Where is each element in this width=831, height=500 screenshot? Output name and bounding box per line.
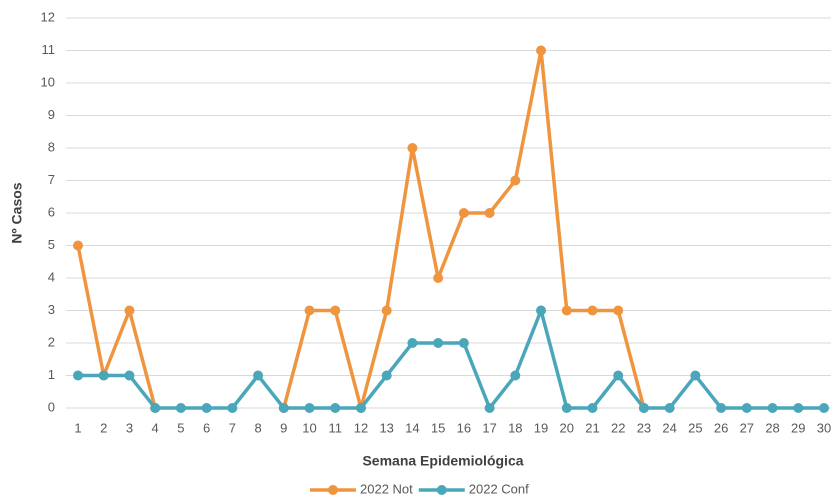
y-tick-label: 8 (48, 139, 55, 154)
data-point (561, 403, 572, 413)
data-point (381, 370, 392, 381)
data-point (458, 208, 469, 218)
x-tick-label: 29 (791, 420, 805, 435)
x-tick-label: 1 (74, 420, 81, 435)
data-point (407, 143, 418, 153)
data-point (330, 403, 341, 413)
data-point (716, 403, 727, 413)
y-tick-label: 2 (48, 334, 55, 349)
x-tick-label: 26 (714, 420, 728, 435)
data-point (355, 403, 366, 413)
x-tick-label: 30 (817, 420, 831, 435)
x-tick-label: 3 (126, 420, 133, 435)
y-tick-label: 11 (42, 42, 56, 57)
x-axis-title: Semana Epidemiológica (362, 453, 523, 469)
x-tick-label: 2 (100, 420, 107, 435)
data-point (124, 370, 135, 381)
data-point (278, 403, 289, 413)
y-tick-label: 4 (48, 269, 55, 284)
x-tick-label: 10 (302, 420, 316, 435)
x-tick-label: 25 (688, 420, 702, 435)
data-point (484, 208, 495, 218)
x-tick-label: 7 (229, 420, 236, 435)
data-point (407, 338, 418, 348)
data-point (175, 403, 186, 413)
data-point (433, 338, 444, 348)
data-point (819, 403, 829, 413)
legend-marker (436, 485, 447, 495)
series-line (78, 308, 824, 410)
y-tick-label: 3 (48, 302, 55, 317)
x-tick-label: 9 (280, 420, 287, 435)
data-point (613, 305, 624, 316)
x-tick-label: 18 (508, 420, 522, 435)
data-point (253, 370, 264, 381)
data-point (793, 403, 804, 413)
data-point (201, 403, 212, 413)
data-point (536, 305, 547, 316)
y-tick-label: 0 (48, 399, 55, 414)
data-point (73, 370, 83, 381)
data-point (690, 370, 701, 381)
x-tick-label: 28 (765, 420, 779, 435)
y-axis-title: Nº Casos (9, 182, 25, 243)
data-point (587, 403, 598, 413)
data-point (561, 305, 572, 316)
x-tick-label: 21 (585, 420, 599, 435)
data-point (227, 403, 238, 413)
x-tick-label: 20 (560, 420, 574, 435)
y-tick-label: 7 (48, 172, 55, 187)
x-tick-label: 23 (637, 420, 651, 435)
y-tick-label: 1 (48, 367, 55, 382)
data-point (510, 175, 521, 186)
x-tick-label: 24 (662, 420, 676, 435)
data-point (587, 305, 598, 316)
data-point (98, 370, 109, 381)
x-tick-label: 11 (328, 420, 342, 435)
y-tick-label: 6 (48, 204, 55, 219)
data-point (433, 273, 444, 283)
x-tick-label: 15 (431, 420, 445, 435)
data-point (458, 338, 469, 348)
x-tick-label: 27 (740, 420, 754, 435)
x-tick-label: 13 (379, 420, 393, 435)
y-tick-label: 5 (48, 237, 55, 252)
data-point (536, 45, 547, 56)
data-point (304, 305, 315, 316)
data-point (381, 305, 392, 316)
data-point (73, 240, 83, 251)
x-tick-label: 8 (254, 420, 261, 435)
x-tick-label: 22 (611, 420, 625, 435)
legend-label: 2022 Conf (469, 481, 529, 496)
x-tick-label: 6 (203, 420, 210, 435)
data-point (664, 403, 675, 413)
x-tick-label: 16 (457, 420, 471, 435)
x-tick-label: 12 (354, 420, 368, 435)
x-tick-label: 19 (534, 420, 548, 435)
y-tick-label: 12 (41, 9, 55, 24)
data-point (613, 370, 624, 381)
data-point (304, 403, 315, 413)
x-tick-label: 5 (177, 420, 184, 435)
x-tick-label: 17 (482, 420, 496, 435)
x-tick-label: 4 (152, 420, 159, 435)
legend-marker (328, 485, 338, 495)
data-point (741, 403, 752, 413)
data-point (150, 403, 161, 413)
data-point (124, 305, 135, 316)
data-point (510, 370, 521, 381)
series-line (76, 48, 646, 410)
x-tick-label: 14 (405, 420, 419, 435)
data-point (638, 403, 649, 413)
y-tick-label: 10 (41, 74, 55, 89)
data-point (767, 403, 778, 413)
y-tick-label: 9 (48, 107, 55, 122)
data-point (484, 403, 495, 413)
data-point (330, 305, 341, 316)
legend-label: 2022 Not (360, 481, 413, 496)
